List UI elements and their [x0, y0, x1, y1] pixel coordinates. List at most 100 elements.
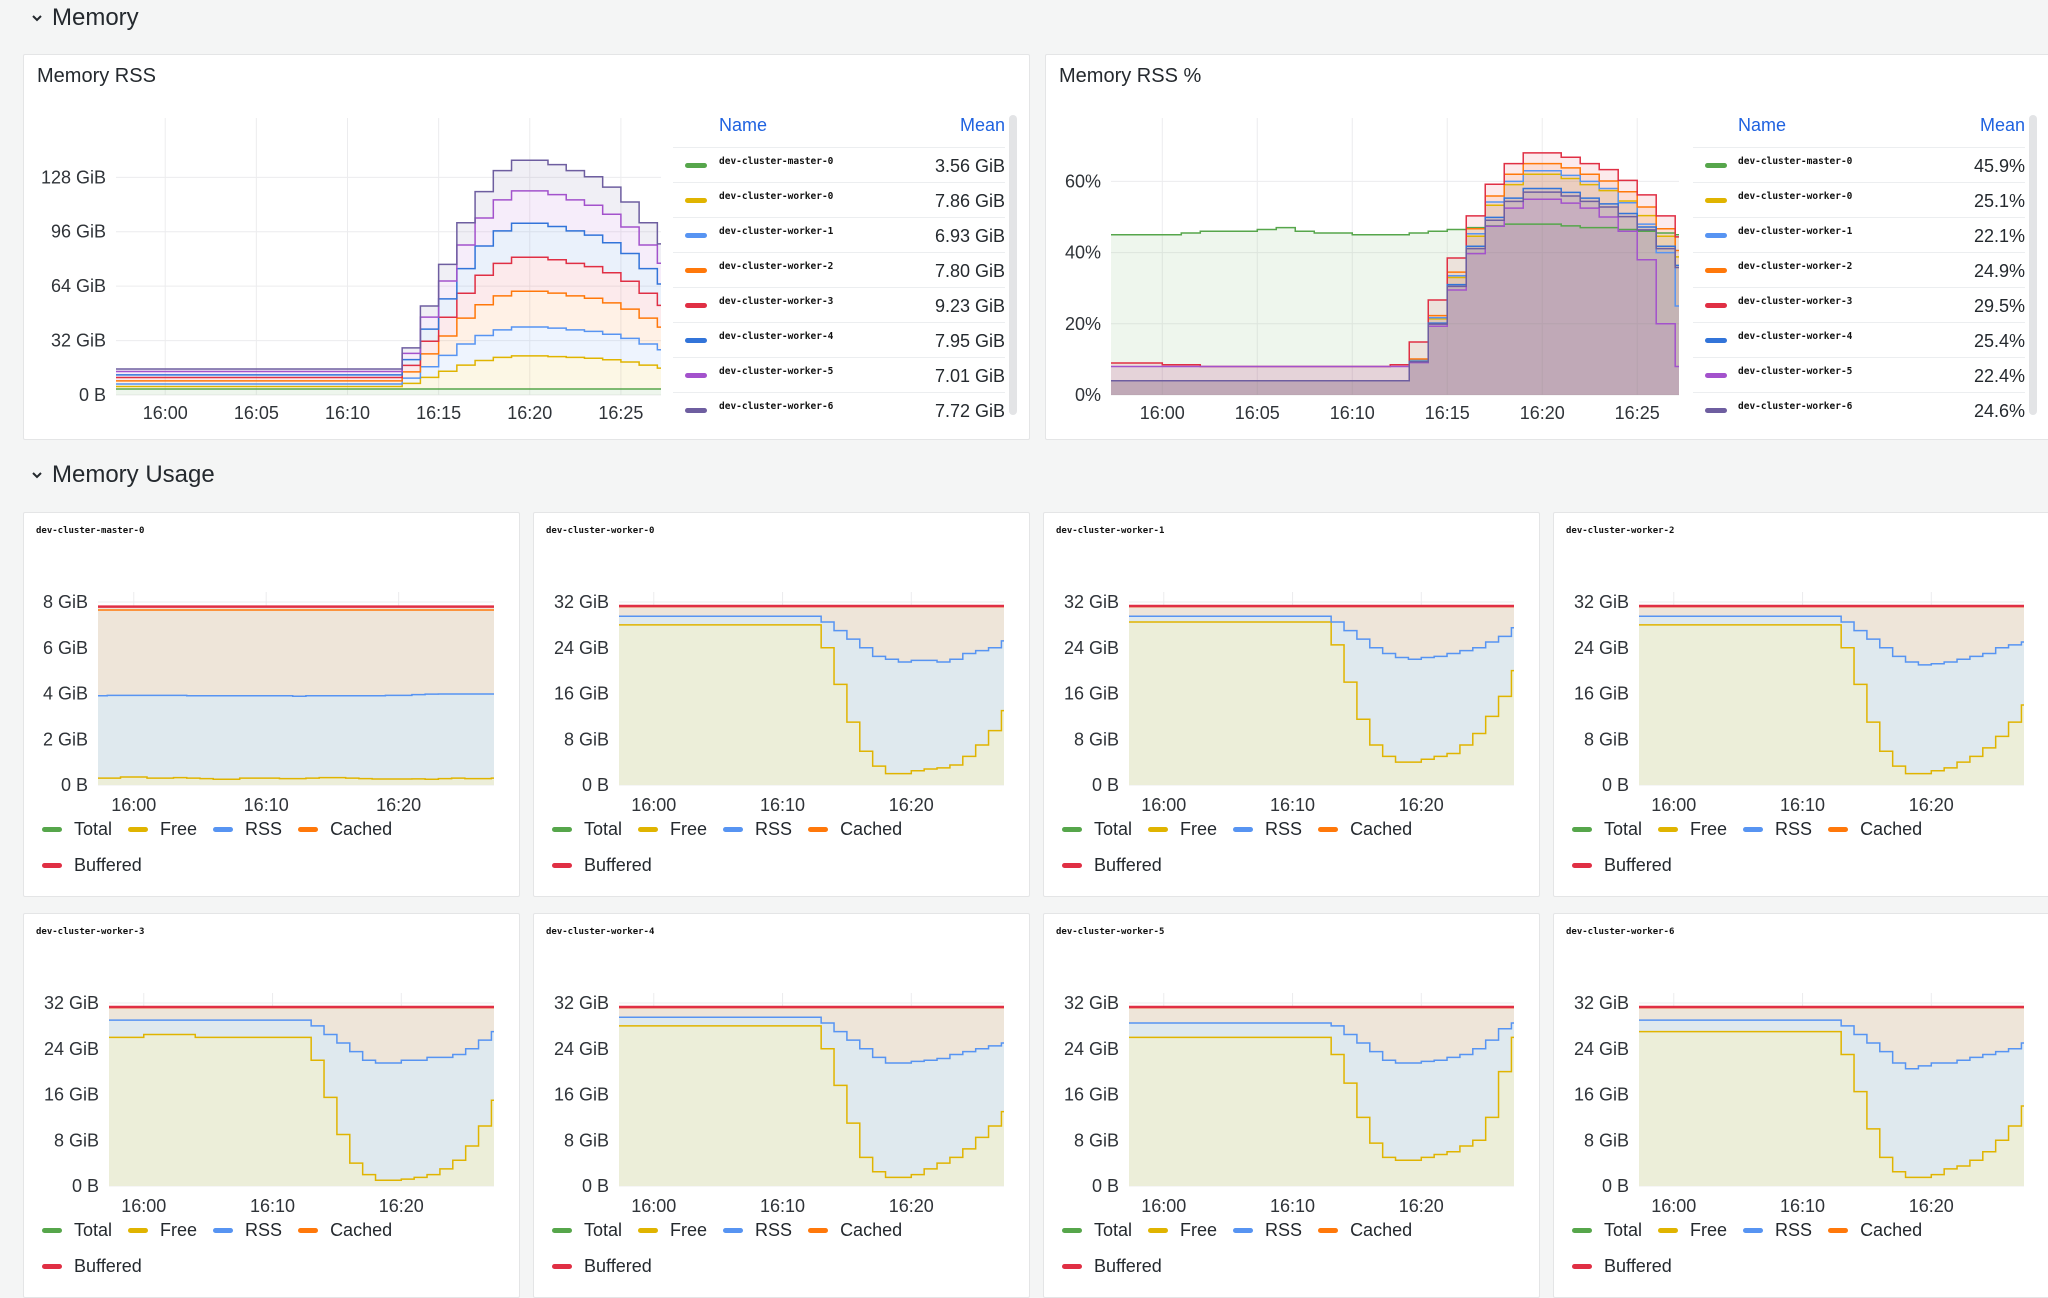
legend-item-rss[interactable]: RSS: [213, 1218, 282, 1242]
chart-svg[interactable]: 0 B 8 GiB 16 GiB 24 GiB 32 GiB 16:00 16:10 16:2…: [534, 914, 1024, 1236]
legend-item-buffered[interactable]: Buffered: [1572, 853, 2012, 877]
series-mean: 7.95 GiB: [934, 331, 1005, 351]
legend-row[interactable]: dev-cluster-worker-1 6.93 GiB: [673, 217, 1005, 252]
legend-header-mean[interactable]: Mean: [959, 115, 1005, 135]
legend-item-free[interactable]: Free: [128, 1218, 197, 1242]
legend-scrollbar[interactable]: [2029, 115, 2037, 415]
legend-row[interactable]: dev-cluster-master-0 45.9%: [1693, 147, 2025, 182]
legend-label: RSS: [755, 1219, 793, 1240]
legend-row[interactable]: dev-cluster-worker-5 7.01 GiB: [673, 357, 1005, 392]
legend-item-cached[interactable]: Cached: [298, 817, 392, 841]
legend-row[interactable]: dev-cluster-worker-3 9.23 GiB: [673, 287, 1005, 322]
legend-label: Buffered: [1604, 854, 1672, 875]
legend-item-buffered[interactable]: Buffered: [1062, 1254, 1502, 1278]
series-line: [116, 355, 661, 388]
legend-item-buffered[interactable]: Buffered: [552, 853, 992, 877]
legend-item-buffered[interactable]: Buffered: [42, 853, 482, 877]
legend-item-total[interactable]: Total: [1062, 817, 1132, 841]
chart-legend: Total Free RSS Cached Buffered: [42, 817, 482, 877]
legend-item-rss[interactable]: RSS: [1233, 817, 1302, 841]
legend-row[interactable]: dev-cluster-worker-1 22.1%: [1693, 217, 2025, 252]
y-tick-label: 32 GiB: [44, 993, 99, 1013]
legend-item-free[interactable]: Free: [638, 1218, 707, 1242]
legend-row[interactable]: dev-cluster-worker-2 7.80 GiB: [673, 252, 1005, 287]
section-header-memory-usage[interactable]: Memory Usage: [30, 461, 215, 489]
legend-item-cached[interactable]: Cached: [1318, 1218, 1412, 1242]
section-header-memory[interactable]: Memory: [30, 4, 139, 32]
panel-memory-rss: Memory RSS 0 B 32 GiB 64 GiB 96 GiB 128 GiB 1…: [23, 54, 1030, 440]
legend-item-rss[interactable]: RSS: [1233, 1218, 1302, 1242]
legend-item-total[interactable]: Total: [1062, 1218, 1132, 1242]
legend-item-total[interactable]: Total: [42, 817, 112, 841]
series-name: dev-cluster-worker-4: [1738, 331, 1853, 342]
y-tick-label: 0 B: [79, 385, 106, 405]
x-tick-label: 16:20: [1520, 403, 1565, 423]
legend-item-total[interactable]: Total: [42, 1218, 112, 1242]
legend-item-cached[interactable]: Cached: [1318, 817, 1412, 841]
legend-item-cached[interactable]: Cached: [808, 817, 902, 841]
series-mean: 7.86 GiB: [934, 191, 1005, 211]
legend-item-free[interactable]: Free: [638, 817, 707, 841]
chart-svg[interactable]: 0 B 8 GiB 16 GiB 24 GiB 32 GiB 16:00 16:10 16:2…: [24, 914, 514, 1236]
legend-item-buffered[interactable]: Buffered: [1062, 853, 1502, 877]
chart-svg[interactable]: 0 B 32 GiB 64 GiB 96 GiB 128 GiB 16:00 16:05 16…: [24, 55, 681, 440]
series-fill: [116, 389, 661, 395]
legend-label: RSS: [245, 1219, 283, 1240]
legend-item-total[interactable]: Total: [1572, 817, 1642, 841]
chart-svg[interactable]: 0 B 8 GiB 16 GiB 24 GiB 32 GiB 16:00 16:10 16:2…: [1044, 513, 1534, 835]
chart-svg[interactable]: 0% 20% 40% 60% 16:00 16:05 16:10 16:15 16:20 16:2…: [1046, 55, 1699, 440]
legend-row[interactable]: dev-cluster-worker-4 25.4%: [1693, 322, 2025, 357]
series-color-swatch: [1705, 197, 1727, 203]
chart-svg[interactable]: 0 B 2 GiB 4 GiB 6 GiB 8 GiB 16:00 16:10 16:20: [24, 513, 514, 835]
legend-item-rss[interactable]: RSS: [1743, 817, 1812, 841]
legend-item-total[interactable]: Total: [1572, 1218, 1642, 1242]
legend-item-cached[interactable]: Cached: [1828, 817, 1922, 841]
legend-header-name[interactable]: Name: [1738, 115, 1787, 135]
y-tick-label: 16 GiB: [554, 1085, 609, 1105]
legend-item-free[interactable]: Free: [1658, 1218, 1727, 1242]
legend-item-rss[interactable]: RSS: [723, 817, 792, 841]
legend-row[interactable]: dev-cluster-worker-3 29.5%: [1693, 287, 2025, 322]
chart-svg[interactable]: 0 B 8 GiB 16 GiB 24 GiB 32 GiB 16:00 16:10 16:2…: [1554, 513, 2044, 835]
series-line-free: [109, 1033, 494, 1182]
legend-row[interactable]: dev-cluster-worker-0 25.1%: [1693, 182, 2025, 217]
series-line-free: [619, 624, 1004, 775]
series-color-swatch: [1318, 1227, 1339, 1233]
series-color-swatch: [1572, 1263, 1592, 1269]
legend-item-total[interactable]: Total: [552, 1218, 622, 1242]
legend-row[interactable]: dev-cluster-worker-0 7.86 GiB: [673, 182, 1005, 217]
chart-legend: Total Free RSS Cached Buffered: [1572, 1218, 2012, 1278]
chart-svg[interactable]: 0 B 8 GiB 16 GiB 24 GiB 32 GiB 16:00 16:10 16:2…: [534, 513, 1024, 835]
legend-item-rss[interactable]: RSS: [723, 1218, 792, 1242]
legend-row[interactable]: dev-cluster-worker-2 24.9%: [1693, 252, 2025, 287]
legend-item-rss[interactable]: RSS: [213, 817, 282, 841]
legend-row[interactable]: dev-cluster-master-0 3.56 GiB: [673, 147, 1005, 182]
legend-row[interactable]: dev-cluster-worker-6 24.6%: [1693, 392, 2025, 427]
legend-item-rss[interactable]: RSS: [1743, 1218, 1812, 1242]
legend-header-name[interactable]: Name: [719, 115, 768, 135]
legend-item-total[interactable]: Total: [552, 817, 622, 841]
legend-header-mean[interactable]: Mean: [1979, 115, 2025, 135]
legend-item-cached[interactable]: Cached: [298, 1218, 392, 1242]
x-tick-label: 16:00: [631, 795, 676, 815]
chevron-down-icon: [32, 15, 42, 22]
series-name: dev-cluster-worker-0: [1738, 191, 1853, 202]
legend-item-buffered[interactable]: Buffered: [552, 1254, 992, 1278]
series-color-swatch: [1062, 1263, 1082, 1269]
legend-item-cached[interactable]: Cached: [808, 1218, 902, 1242]
x-tick-label: 16:20: [889, 1196, 934, 1216]
legend-item-free[interactable]: Free: [1148, 817, 1217, 841]
legend-item-buffered[interactable]: Buffered: [42, 1254, 482, 1278]
legend-item-cached[interactable]: Cached: [1828, 1218, 1922, 1242]
legend-item-buffered[interactable]: Buffered: [1572, 1254, 2012, 1278]
legend-item-free[interactable]: Free: [1658, 817, 1727, 841]
legend-item-free[interactable]: Free: [1148, 1218, 1217, 1242]
legend-item-free[interactable]: Free: [128, 817, 197, 841]
legend-row[interactable]: dev-cluster-worker-6 7.72 GiB: [673, 392, 1005, 427]
chart-svg[interactable]: 0 B 8 GiB 16 GiB 24 GiB 32 GiB 16:00 16:10 16:2…: [1044, 914, 1534, 1236]
series-color-swatch: [213, 826, 234, 832]
legend-row[interactable]: dev-cluster-worker-5 22.4%: [1693, 357, 2025, 392]
legend-row[interactable]: dev-cluster-worker-4 7.95 GiB: [673, 322, 1005, 357]
legend-scrollbar[interactable]: [1009, 115, 1017, 415]
chart-svg[interactable]: 0 B 8 GiB 16 GiB 24 GiB 32 GiB 16:00 16:10 16:2…: [1554, 914, 2044, 1236]
